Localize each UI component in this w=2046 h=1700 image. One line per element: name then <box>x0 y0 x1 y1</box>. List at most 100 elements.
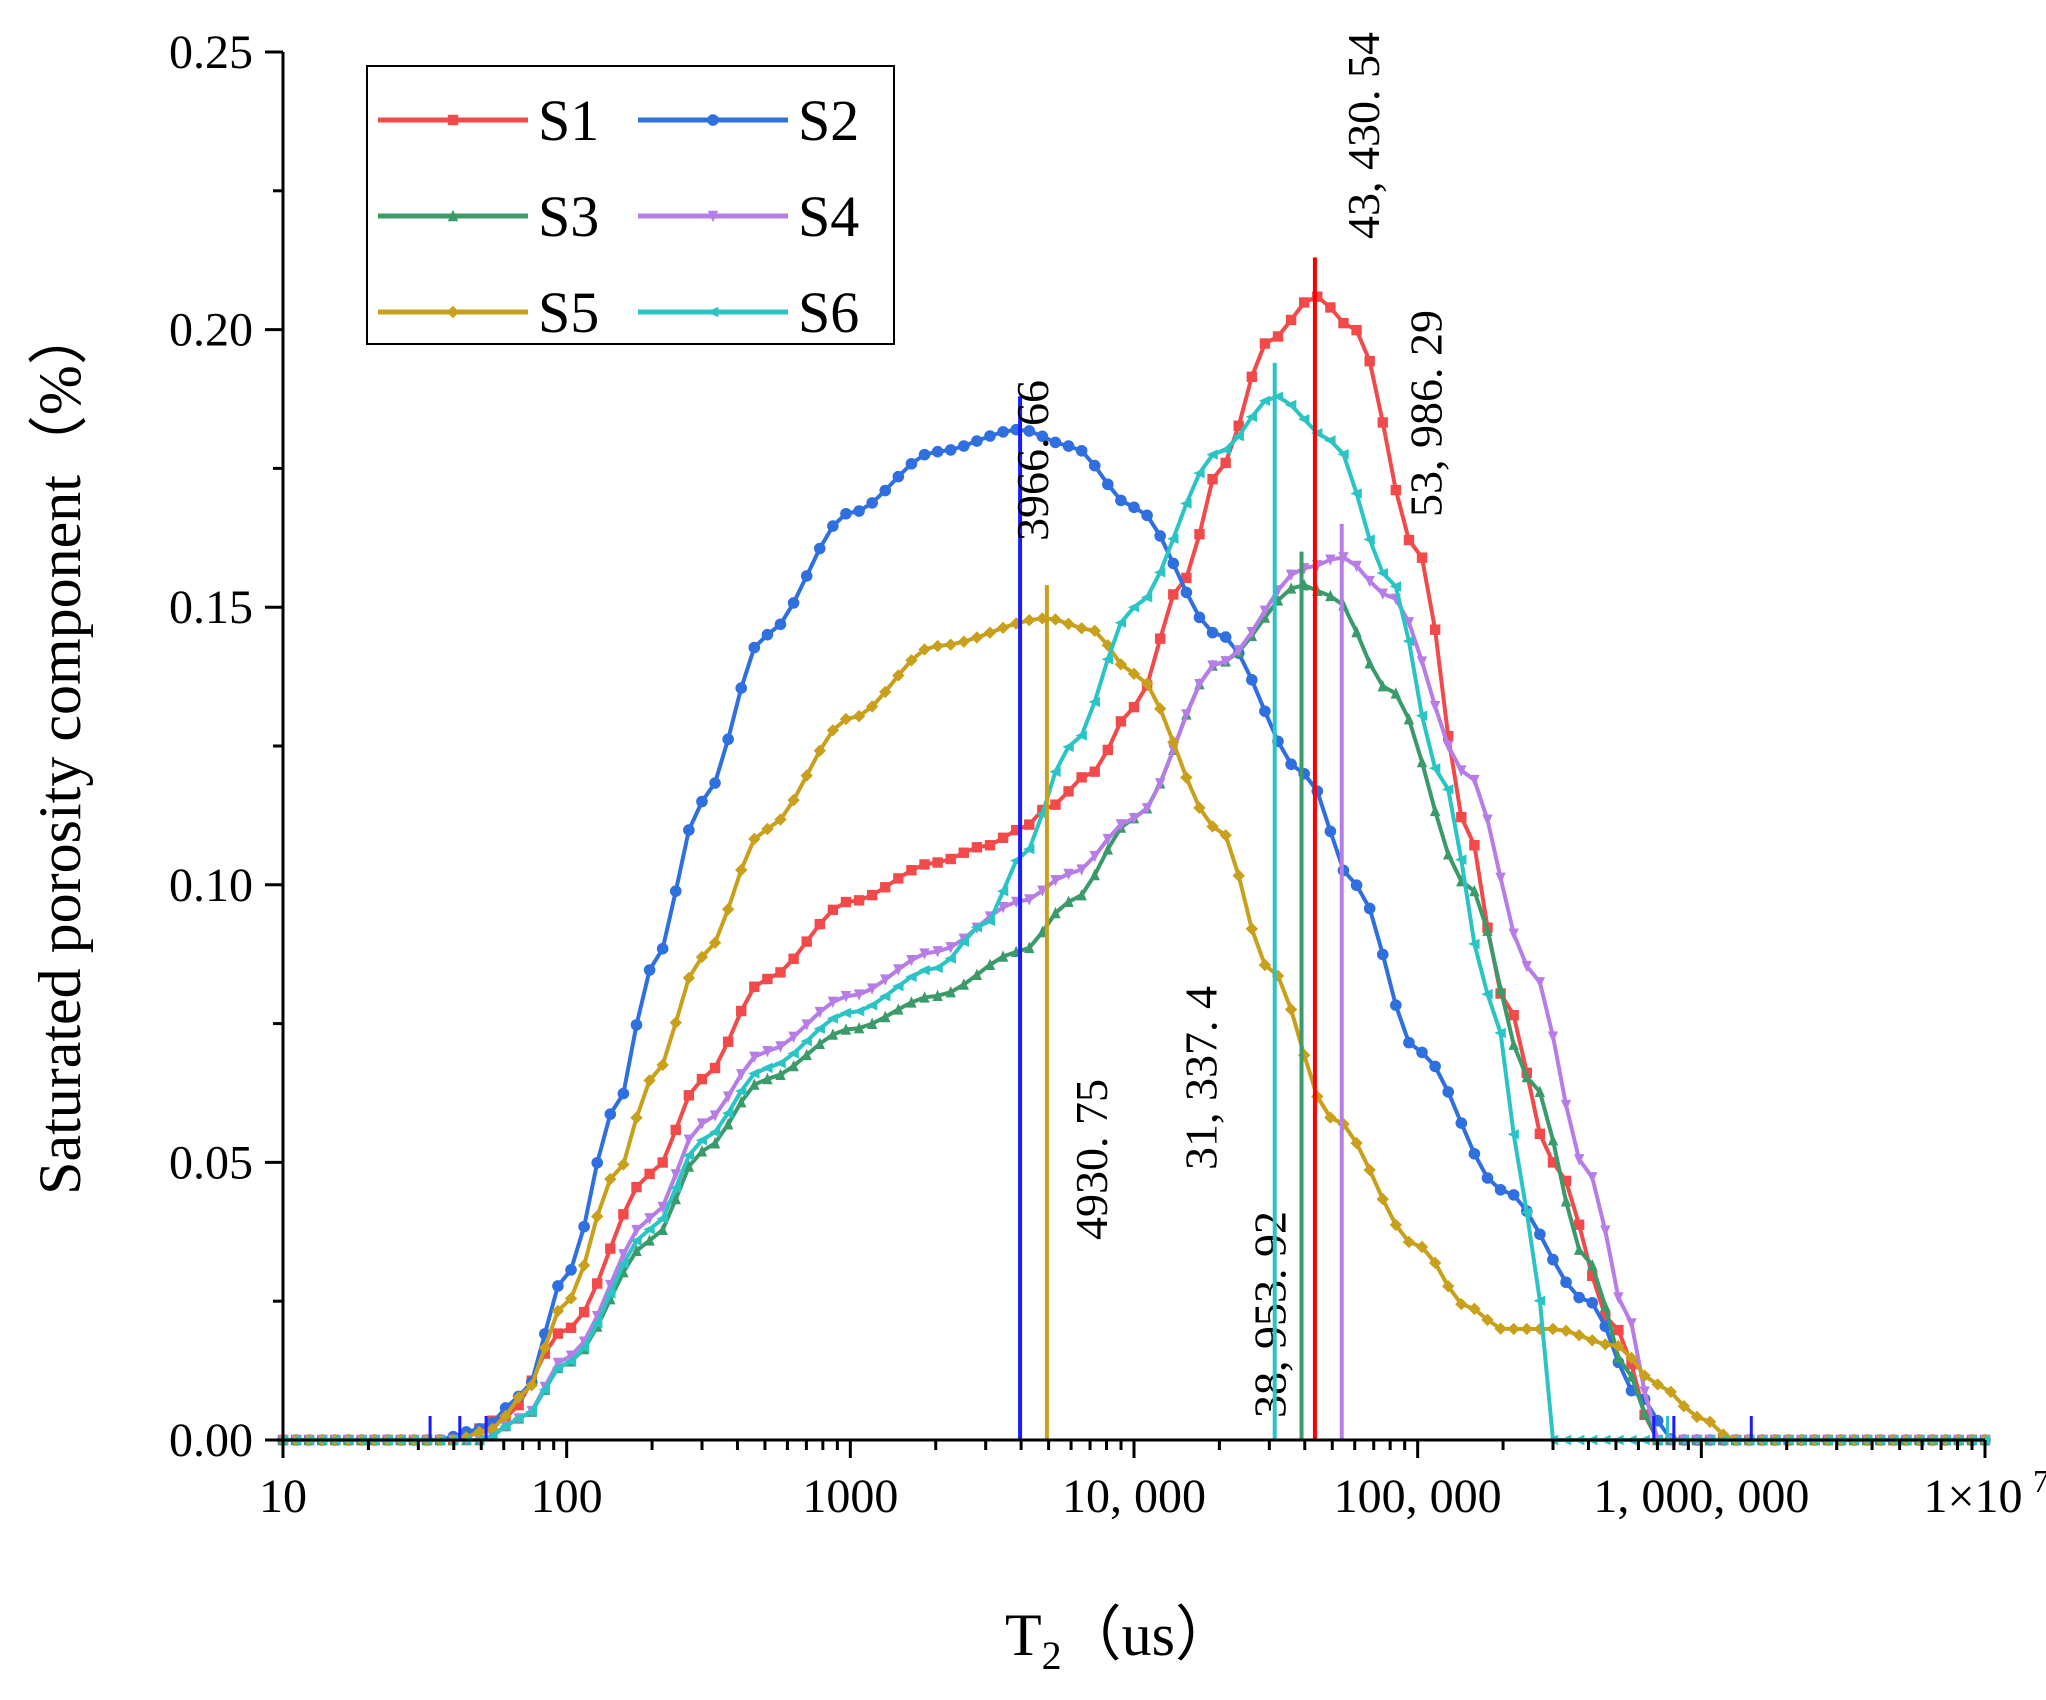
data-point <box>853 895 865 906</box>
legend-marker <box>707 210 719 223</box>
data-point <box>696 795 708 808</box>
data-point <box>1600 1225 1611 1237</box>
data-point <box>1325 302 1336 313</box>
data-point <box>1468 1302 1481 1316</box>
data-point <box>1115 716 1127 727</box>
data-point <box>1063 868 1074 881</box>
data-point <box>814 1037 825 1049</box>
data-point <box>1416 656 1428 668</box>
data-point <box>618 1209 629 1220</box>
data-point <box>997 832 1009 844</box>
data-point <box>1390 999 1402 1011</box>
data-point <box>1586 1334 1599 1347</box>
data-point <box>1298 414 1310 425</box>
data-point <box>1363 534 1375 545</box>
data-point <box>918 643 931 656</box>
data-point <box>1259 705 1271 718</box>
data-point <box>853 1021 865 1034</box>
data-point <box>1600 1300 1611 1312</box>
data-point <box>880 882 891 893</box>
data-point <box>749 1051 760 1064</box>
data-point <box>1416 552 1428 563</box>
data-point <box>1194 678 1205 691</box>
legend-label: S3 <box>538 184 599 249</box>
data-point <box>1573 1291 1585 1304</box>
data-point <box>1507 1322 1520 1336</box>
data-point <box>1520 1322 1533 1336</box>
data-point <box>604 1108 617 1120</box>
data-point <box>1495 982 1506 995</box>
data-point <box>1456 765 1467 777</box>
data-point <box>1153 567 1166 578</box>
legend-item-s4: S4 <box>638 184 859 249</box>
data-point <box>708 936 722 950</box>
data-point <box>682 971 696 985</box>
data-point <box>1443 730 1454 742</box>
data-point <box>1638 1369 1651 1382</box>
data-point <box>970 922 983 933</box>
y-tick-label: 0.15 <box>169 581 253 634</box>
data-point <box>1233 645 1244 657</box>
data-point <box>1024 941 1035 954</box>
data-point <box>551 1304 565 1318</box>
data-point <box>631 1244 642 1257</box>
data-point <box>696 1073 708 1085</box>
data-point <box>1351 625 1362 638</box>
data-point <box>605 1243 616 1254</box>
data-point <box>1664 1385 1677 1399</box>
data-point <box>905 971 917 983</box>
data-point <box>1075 730 1087 741</box>
data-point <box>695 1134 708 1146</box>
legend-marker <box>447 209 459 222</box>
data-point <box>1325 554 1336 566</box>
data-point <box>1442 784 1454 795</box>
data-point <box>1390 484 1402 496</box>
data-point <box>552 1328 564 1339</box>
data-point <box>932 989 943 1001</box>
data-point <box>958 847 969 858</box>
data-point <box>748 832 761 846</box>
data-point <box>1246 674 1258 686</box>
data-point <box>893 873 904 884</box>
data-point <box>1338 317 1349 329</box>
data-point <box>931 639 944 653</box>
data-point <box>1075 622 1088 635</box>
data-point <box>1194 529 1205 540</box>
data-point <box>617 1158 630 1171</box>
data-point <box>696 1145 708 1157</box>
data-point <box>1168 589 1179 600</box>
data-point <box>906 954 917 967</box>
data-point <box>617 1087 630 1100</box>
data-point <box>749 1078 760 1090</box>
data-point <box>983 915 996 927</box>
x-tick-label: 10, 000 <box>1062 1470 1206 1523</box>
data-point <box>1403 1036 1415 1049</box>
data-point <box>1495 872 1506 885</box>
data-point <box>1547 1031 1559 1043</box>
data-point <box>604 1288 616 1299</box>
data-point <box>644 1213 655 1225</box>
data-point <box>997 902 1009 914</box>
data-point <box>1560 1276 1572 1289</box>
data-point <box>578 1220 590 1233</box>
peak-label-s6: 31, 337. 4 <box>1176 986 1227 1170</box>
data-point <box>1547 1157 1559 1168</box>
data-point <box>709 1137 721 1149</box>
data-point <box>565 1322 577 1333</box>
data-point <box>775 1068 786 1080</box>
data-point <box>1560 1099 1572 1112</box>
data-point <box>1220 656 1231 668</box>
data-point <box>1520 1207 1532 1218</box>
x-tick-label: 100, 000 <box>1334 1470 1502 1523</box>
data-point <box>1599 1338 1612 1351</box>
data-point <box>683 1160 695 1172</box>
data-point <box>630 1019 643 1031</box>
data-point <box>1285 758 1297 771</box>
data-point <box>775 1041 786 1053</box>
data-point <box>866 983 878 995</box>
data-point <box>1076 889 1087 901</box>
data-point <box>1428 1256 1442 1270</box>
data-point <box>538 1384 551 1395</box>
data-point <box>996 621 1010 635</box>
